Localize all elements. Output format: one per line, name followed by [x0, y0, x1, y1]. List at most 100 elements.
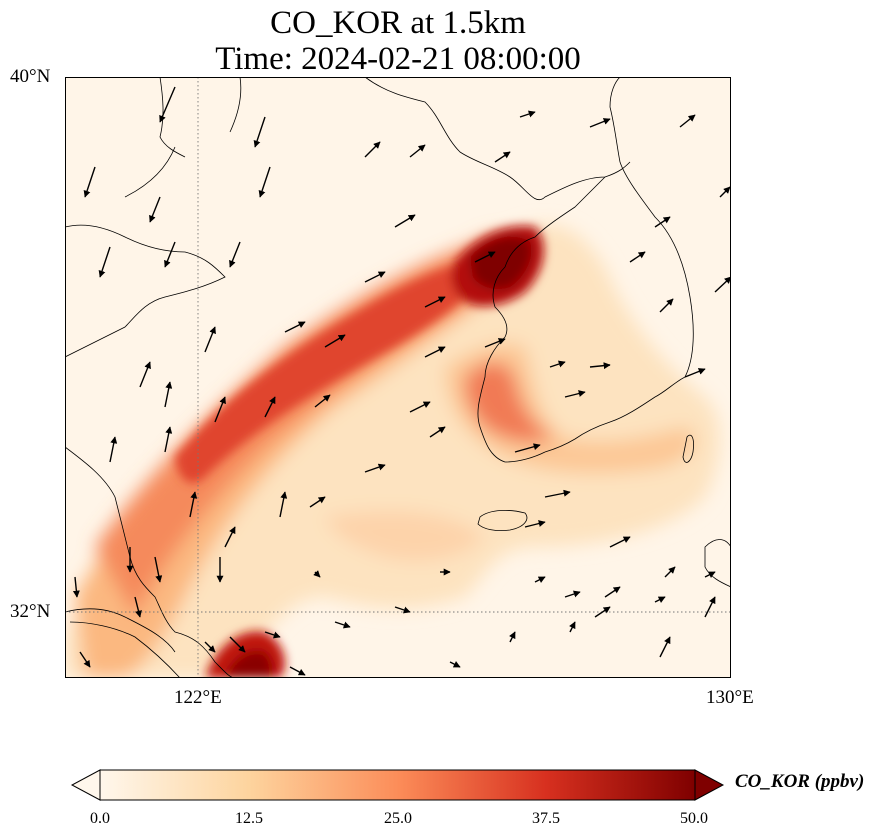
colorbar-tick: 0.0 — [90, 810, 110, 827]
colorbar-tick: 37.5 — [532, 810, 560, 827]
map-title-line2: Time: 2024-02-21 08:00:00 — [215, 41, 581, 77]
wind-arrow — [284, 321, 306, 333]
korea-east-coast — [609, 77, 694, 378]
tsushima-island — [682, 434, 694, 463]
wind-arrow — [98, 246, 111, 278]
wind-arrow — [164, 381, 173, 408]
wind-arrow — [494, 151, 511, 163]
colorbar-label: CO_KOR (ppbv) — [735, 771, 865, 792]
wind-arrow — [364, 141, 381, 158]
wind-arrow — [664, 566, 676, 578]
wind-arrow — [424, 296, 446, 308]
wind-arrow — [544, 489, 571, 498]
liaoning-coast — [124, 77, 631, 200]
wind-arrow — [364, 271, 386, 283]
wind-arrow — [629, 251, 646, 263]
wind-arrow — [679, 114, 696, 128]
wind-arrow — [214, 396, 226, 423]
wind-arrow — [164, 241, 176, 268]
wind-arrow — [594, 606, 611, 618]
wind-arrow — [654, 596, 666, 603]
wind-arrow — [714, 276, 731, 293]
wind-arrow — [154, 556, 163, 583]
wind-arrow — [159, 86, 176, 123]
wind-arrow — [83, 166, 96, 198]
wind-arrow — [589, 362, 611, 370]
wind-arrow — [189, 491, 198, 518]
wind-arrow — [514, 443, 541, 453]
wind-arrow — [134, 596, 142, 618]
wind-arrow — [519, 110, 536, 118]
wind-vectors — [72, 86, 731, 676]
wind-arrow — [704, 571, 716, 578]
wind-arrow — [719, 186, 731, 198]
wind-arrow — [564, 590, 581, 598]
wind-arrow — [279, 491, 288, 518]
wind-arrow — [484, 338, 506, 348]
colorbar-tick: 12.5 — [235, 810, 263, 827]
wind-arrow — [394, 606, 411, 614]
colorbar-extend-low — [70, 769, 101, 801]
colorbar-tick: 50.0 — [680, 810, 708, 827]
lat-label-40n: 40°N — [10, 66, 51, 87]
wind-arrow — [314, 394, 331, 408]
wind-arrow — [264, 631, 281, 639]
wind-arrow — [524, 520, 546, 528]
wind-arrow — [609, 536, 631, 548]
lon-label-122e: 122°E — [174, 687, 222, 708]
wind-arrow — [589, 118, 611, 128]
wind-arrow — [204, 641, 216, 653]
lat-label-32n: 32°N — [10, 601, 51, 622]
china-east-coast — [65, 446, 236, 678]
map-title-line1: CO_KOR at 1.5km — [270, 5, 526, 41]
wind-arrow — [253, 116, 266, 148]
wind-arrow — [424, 346, 446, 358]
wind-arrow — [534, 576, 546, 583]
wind-arrow — [289, 666, 306, 676]
lon-label-130e: 130°E — [706, 687, 754, 708]
wind-arrow — [149, 196, 161, 223]
wind-arrow — [109, 436, 118, 463]
wind-arrow — [334, 621, 351, 629]
wind-arrow — [549, 360, 566, 368]
wind-arrow — [604, 586, 621, 598]
co-concentration-field — [65, 224, 720, 678]
jeju-island — [477, 509, 528, 532]
wind-arrow — [654, 216, 671, 228]
wind-arrow — [258, 166, 271, 198]
colorbar — [70, 769, 725, 801]
wind-arrow — [164, 426, 173, 453]
wind-arrow — [659, 298, 674, 313]
wind-arrow — [569, 621, 576, 633]
colorbar-tick: 25.0 — [384, 810, 412, 827]
wind-arrow — [229, 241, 241, 268]
wind-arrow — [394, 214, 416, 228]
map-plot-area — [65, 77, 731, 678]
wind-arrow — [324, 334, 346, 348]
korea-west-coast — [477, 176, 606, 463]
wind-arrow — [313, 570, 321, 578]
wind-arrow — [229, 636, 246, 653]
wind-arrow — [409, 144, 426, 158]
yangtze-estuary — [65, 608, 181, 678]
wind-arrow — [309, 496, 326, 508]
wind-arrow — [704, 596, 716, 618]
shandong-coast — [65, 224, 226, 358]
wind-arrow — [659, 636, 671, 658]
wind-arrow — [224, 526, 236, 548]
coastlines — [65, 77, 731, 678]
wind-arrow — [684, 368, 706, 378]
wind-arrow — [264, 396, 276, 418]
graticule — [65, 77, 731, 678]
colorbar-gradient — [99, 769, 696, 801]
korea-south-coast — [544, 376, 686, 453]
wind-arrow — [409, 401, 431, 413]
wind-arrow — [139, 361, 151, 388]
wind-arrow — [509, 631, 516, 643]
wind-arrow — [364, 463, 386, 473]
wind-arrow — [429, 426, 446, 438]
wind-arrow — [564, 390, 586, 398]
wind-arrow — [204, 326, 216, 353]
wind-arrow — [449, 661, 461, 668]
colorbar-extend-high — [694, 769, 725, 801]
